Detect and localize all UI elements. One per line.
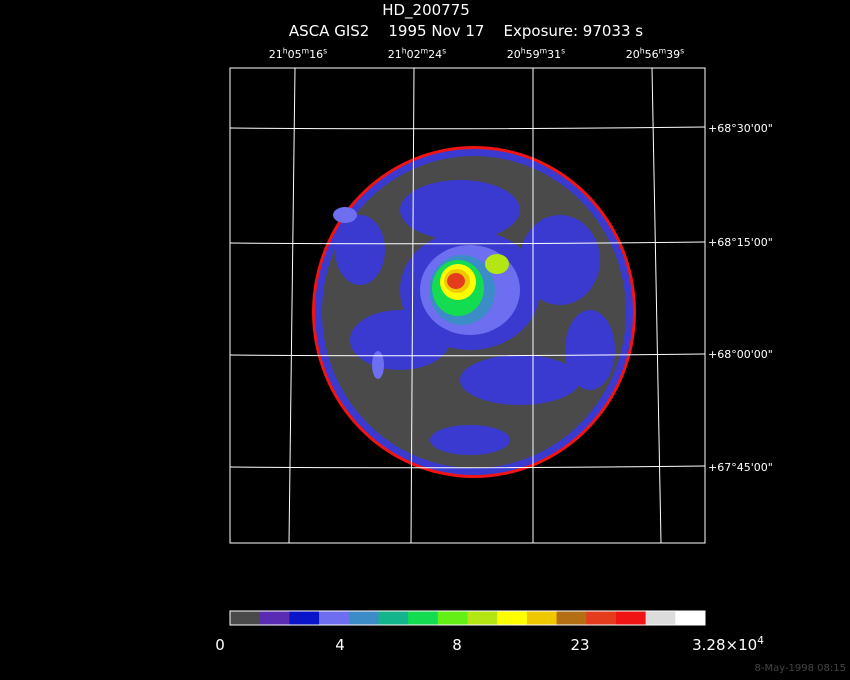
label-part: 20: [626, 48, 640, 61]
subtitle: ASCA GIS2 1995 Nov 17 Exposure: 97033 s: [289, 22, 643, 40]
label-part: 05: [288, 48, 302, 61]
source-core: [447, 273, 465, 289]
colorbar-label: 4: [335, 636, 345, 654]
superscript: m: [302, 47, 310, 56]
label-part: 0: [215, 636, 225, 654]
colorbar-swatch: [319, 611, 350, 625]
frame: [229, 67, 706, 544]
label-part: 59: [526, 48, 540, 61]
superscript: s: [442, 47, 446, 56]
colorbar-swatch: [259, 611, 290, 625]
colorbar-swatch: [645, 611, 676, 625]
colorbar-swatch: [675, 611, 706, 625]
image: [312, 146, 636, 478]
colorbar-swatch: [556, 611, 587, 625]
source-secondary: [485, 254, 509, 274]
superscript: s: [680, 47, 684, 56]
colorbar-swatch: [378, 611, 409, 625]
label-part: 56: [645, 48, 659, 61]
label-part: 24: [428, 48, 442, 61]
label-part: 8: [452, 636, 462, 654]
ra-label: 20h56m39s: [626, 47, 684, 61]
timestamp: 8-May-1998 08:15: [754, 663, 846, 674]
superscript: s: [323, 47, 327, 56]
colorbar-swatch: [526, 611, 558, 625]
colorbar: 0 4 8 23 3.28×104: [215, 610, 764, 654]
colorbar-label: 0: [215, 636, 225, 654]
label-part: 20: [507, 48, 521, 61]
label-part: 21: [269, 48, 283, 61]
superscript: m: [540, 47, 548, 56]
coordinate-grid: [229, 67, 706, 544]
colorbar-label: 23: [570, 636, 589, 654]
colorbar-frame: [229, 610, 706, 626]
colorbar-label: 3.28×104: [692, 635, 764, 654]
label-part: 4: [335, 636, 345, 654]
superscript: m: [659, 47, 667, 56]
superscript: h: [402, 47, 407, 56]
dec-label: +68°30'00": [708, 122, 773, 135]
label-part: 3.28×10: [692, 636, 757, 654]
colorbar-label: 8: [452, 636, 462, 654]
colorbar-swatch: [437, 611, 468, 625]
label-part: 23: [570, 636, 589, 654]
dec-label: +68°15'00": [708, 236, 773, 249]
colorbar-swatch: [467, 611, 498, 625]
dec-label: +67°45'00": [708, 461, 773, 474]
label-part: 16: [309, 48, 323, 61]
ra-label: 21h05m16s: [269, 47, 327, 61]
colorbar-swatch: [586, 611, 617, 625]
superscript: s: [561, 47, 565, 56]
superscript: h: [521, 47, 526, 56]
title: HD_200775: [382, 1, 470, 20]
colorbar-swatch: [408, 611, 439, 625]
ra-label: 21h02m24s: [388, 47, 446, 61]
colorbar-swatch: [230, 611, 261, 625]
labels: 21h05m16s 21h02m24s 20h59m31s 20h56m39s+68°…: [269, 47, 773, 474]
superscript: 4: [757, 635, 764, 647]
colorbar-swatch: [615, 611, 647, 625]
label-part: 21: [388, 48, 402, 61]
superscript: h: [283, 47, 288, 56]
dec-grid: [229, 126, 706, 469]
label-part: 31: [547, 48, 561, 61]
superscript: h: [640, 47, 645, 56]
colorbar-swatch: [348, 611, 379, 625]
ra-label: 20h59m31s: [507, 47, 565, 61]
label-part: 39: [666, 48, 680, 61]
dec-label: +68°00'00": [708, 348, 773, 361]
ra-grid: [288, 67, 662, 544]
colorbar-swatch: [497, 611, 528, 625]
superscript: m: [421, 47, 429, 56]
label-part: 02: [407, 48, 421, 61]
colorbar-swatch: [289, 611, 320, 625]
